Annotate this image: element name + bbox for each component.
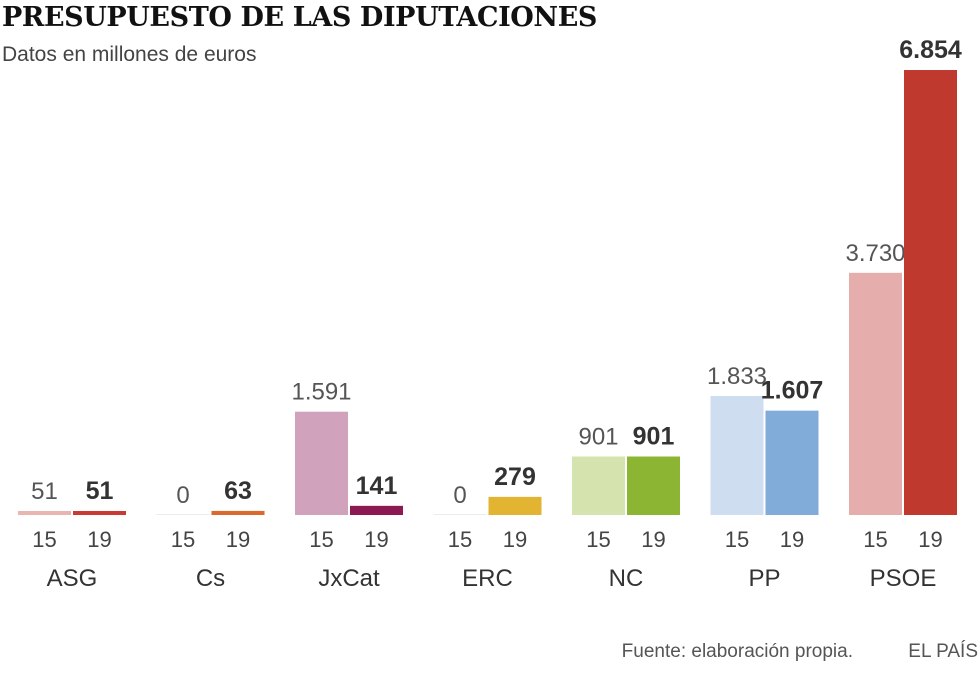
bar-cs-19	[211, 510, 265, 515]
category-label-nc: NC	[609, 565, 644, 592]
year-tick-psoe-19: 19	[918, 527, 942, 552]
value-label-pp-19: 1.607	[761, 377, 824, 405]
year-tick-psoe-15: 15	[863, 527, 887, 552]
year-tick-erc-15: 15	[448, 527, 472, 552]
value-label-psoe-15: 3.730	[845, 240, 905, 267]
value-label-cs-19: 63	[224, 477, 252, 505]
chart-title: PRESUPUESTO DE LAS DIPUTACIONES	[2, 2, 597, 33]
bar-asg-19	[73, 511, 126, 515]
value-label-asg-19: 51	[86, 477, 114, 505]
year-tick-pp-19: 19	[780, 527, 804, 552]
value-label-pp-15: 1.833	[707, 363, 767, 390]
bar-nc-19	[627, 456, 680, 515]
category-label-asg: ASG	[47, 565, 98, 592]
year-tick-nc-15: 15	[586, 527, 610, 552]
value-label-asg-15: 51	[31, 478, 58, 505]
bar-jxcat-15	[295, 411, 348, 515]
value-label-jxcat-19: 141	[356, 472, 398, 500]
bar-asg-15	[18, 511, 71, 515]
category-label-psoe: PSOE	[870, 565, 937, 592]
bar-pp-19	[765, 410, 819, 515]
category-label-jxcat: JxCat	[318, 565, 380, 592]
year-tick-asg-15: 15	[32, 527, 56, 552]
bar-pp-15	[710, 395, 764, 515]
value-label-psoe-19: 6.854	[899, 36, 962, 64]
source-note: Fuente: elaboración propia.	[621, 641, 853, 662]
chart-subtitle: Datos en millones de euros	[2, 43, 257, 66]
year-tick-jxcat-15: 15	[309, 527, 333, 552]
category-label-erc: ERC	[462, 565, 513, 592]
bar-psoe-15	[849, 272, 902, 515]
category-label-pp: PP	[748, 565, 780, 592]
category-label-cs: Cs	[196, 565, 225, 592]
bar-erc-19	[488, 496, 542, 515]
value-label-cs-15: 0	[176, 482, 189, 509]
year-tick-cs-19: 19	[226, 527, 250, 552]
year-tick-asg-19: 19	[87, 527, 111, 552]
bar-nc-15	[572, 456, 625, 515]
year-tick-jxcat-19: 19	[364, 527, 388, 552]
value-label-nc-19: 901	[633, 423, 675, 451]
year-tick-cs-15: 15	[171, 527, 195, 552]
value-label-erc-19: 279	[494, 463, 536, 491]
value-label-jxcat-15: 1.591	[291, 379, 351, 406]
year-tick-pp-15: 15	[725, 527, 749, 552]
publisher-credit: EL PAÍS	[908, 641, 978, 662]
bar-jxcat-19	[350, 505, 403, 515]
value-label-nc-15: 901	[578, 424, 618, 451]
value-label-erc-15: 0	[453, 482, 466, 509]
year-tick-nc-19: 19	[641, 527, 665, 552]
bar-psoe-19	[904, 70, 957, 515]
year-tick-erc-19: 19	[503, 527, 527, 552]
